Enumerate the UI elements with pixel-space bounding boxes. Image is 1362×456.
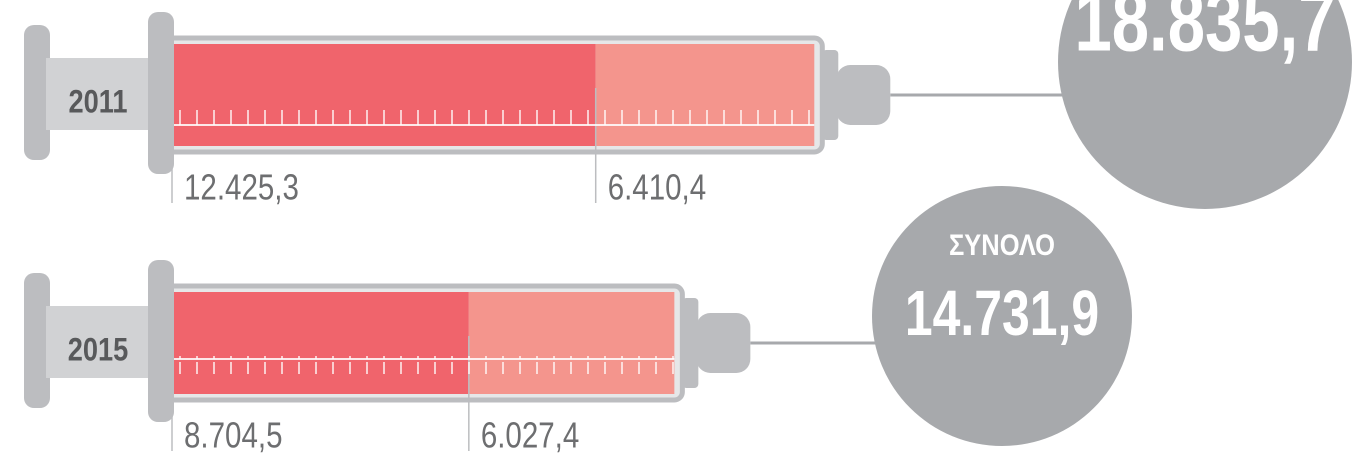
total-label: ΣΥΝΟΛΟ <box>949 229 1055 262</box>
year-label: 2011 <box>68 83 127 119</box>
scale-ticks <box>172 356 675 374</box>
plunger-handle <box>148 260 174 422</box>
nozzle-tip <box>836 65 891 125</box>
value-label: 6.027,4 <box>481 415 580 456</box>
total-value: 14.731,9 <box>905 277 1099 349</box>
scale-ticks <box>172 108 815 126</box>
value-label: 6.410,4 <box>608 167 707 208</box>
plunger-handle <box>148 12 174 174</box>
plunger-flange <box>24 273 50 408</box>
bar-segment <box>172 292 469 394</box>
total-value: 18.835,7 <box>1074 0 1335 70</box>
nozzle-tip <box>696 313 751 373</box>
total-circle <box>1058 0 1352 209</box>
plunger-rod <box>46 306 156 378</box>
value-label: 12.425,3 <box>184 167 299 208</box>
plunger-flange <box>24 25 50 160</box>
nozzle <box>822 50 839 140</box>
value-label: 8.704,5 <box>184 415 283 456</box>
bar-segment <box>595 44 815 146</box>
syringes: 2011 12.425,3 6.410,4 18.835,7 2015 8.704,5 6.… <box>24 0 1352 456</box>
total-circle <box>872 186 1132 446</box>
nozzle <box>682 298 699 388</box>
plunger-rod <box>46 58 156 130</box>
bar-segment <box>468 292 675 394</box>
bar-segment <box>172 44 596 146</box>
year-label: 2015 <box>68 331 129 367</box>
